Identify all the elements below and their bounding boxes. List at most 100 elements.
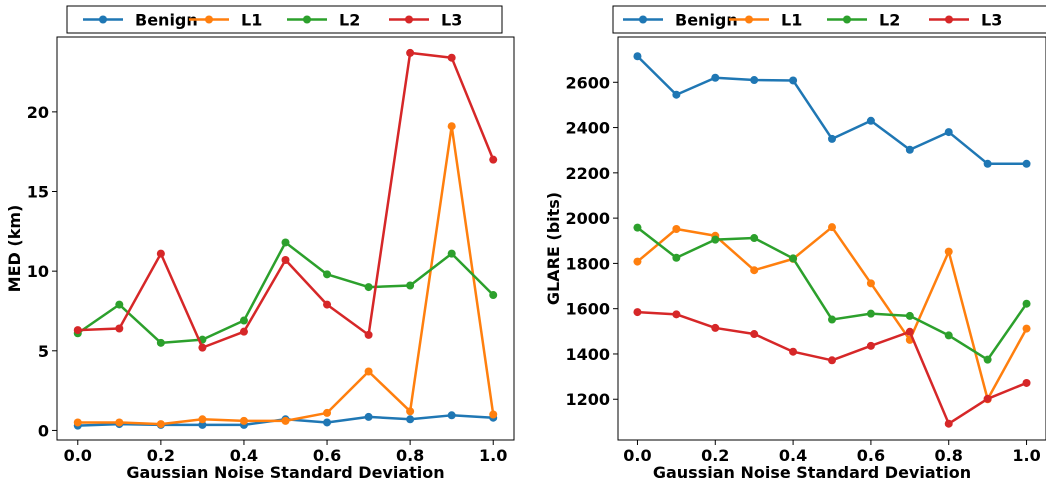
legend-box (66, 5, 503, 34)
data-point (711, 73, 720, 82)
data-point (406, 281, 415, 290)
data-point (364, 330, 373, 339)
data-point (115, 300, 124, 309)
data-point (406, 48, 415, 57)
y-tick-label: 2400 (565, 119, 610, 138)
series-line-benign (636, 55, 1027, 166)
data-point (944, 331, 953, 340)
y-tick-label: 1400 (565, 345, 610, 364)
data-point (198, 420, 207, 429)
data-point (633, 308, 642, 317)
data-point (983, 394, 992, 403)
legend-marker (405, 15, 413, 24)
data-point (633, 257, 642, 266)
data-point (789, 76, 798, 85)
plot-frame (617, 36, 1046, 441)
legend-marker (843, 15, 851, 24)
x-tick-label: 0.4 (230, 446, 258, 465)
x-tick-label: 1.0 (1012, 446, 1040, 465)
data-point (828, 134, 836, 143)
data-point (323, 408, 332, 417)
data-point (828, 223, 836, 232)
data-point (364, 367, 373, 376)
data-point (239, 416, 248, 425)
series-l3 (73, 48, 498, 352)
data-point (905, 311, 914, 320)
x-tick-label: 0.2 (147, 446, 175, 465)
data-point (750, 76, 759, 85)
data-point (198, 343, 207, 352)
data-point (281, 238, 290, 247)
series-l2 (73, 238, 498, 347)
x-tick-label: 0.0 (64, 446, 92, 465)
data-point (905, 145, 914, 154)
y-tick-label: 1200 (565, 390, 610, 409)
legend-label: Benign (135, 11, 198, 30)
data-point (828, 356, 836, 365)
data-point (73, 418, 82, 427)
y-axis-title: GLARE (bits) (544, 192, 563, 305)
data-point (633, 223, 642, 232)
legend-marker (745, 15, 753, 24)
data-point (156, 338, 165, 347)
series-l1 (73, 122, 498, 429)
data-point (633, 52, 642, 61)
data-point (239, 327, 248, 336)
data-point (115, 324, 124, 333)
data-point (364, 283, 373, 292)
data-point (281, 416, 290, 425)
x-tick-label: 0.8 (396, 446, 424, 465)
data-point (672, 310, 681, 319)
data-point (750, 234, 759, 243)
x-tick-label: 0.6 (313, 446, 341, 465)
x-tick-label: 0.6 (857, 446, 885, 465)
data-point (323, 418, 332, 427)
y-tick-label: 2600 (565, 73, 610, 92)
data-point (944, 419, 953, 428)
data-point (672, 253, 681, 262)
data-point (115, 418, 124, 427)
x-tick-label: 0.2 (701, 446, 729, 465)
legend-label: L2 (879, 11, 900, 30)
series-benign (633, 52, 1031, 168)
series-line-l1 (636, 225, 1028, 401)
series-line-l3 (77, 51, 495, 349)
legend-1: Benign L1 L2 L3 (66, 5, 503, 34)
data-point (489, 291, 498, 300)
data-point (198, 415, 207, 424)
x-tick-label: 0.0 (623, 446, 651, 465)
chart-panel-1: 0.0 0.2 0.4 0.6 0.8 1.0 0 5 10 15 20 Gaussian Noise… (5, 36, 515, 481)
data-point (1022, 159, 1031, 168)
data-point (672, 224, 681, 233)
data-point (323, 300, 332, 309)
legend-label: L1 (781, 11, 802, 30)
data-point (750, 266, 759, 275)
data-point (866, 279, 875, 288)
data-point (828, 315, 836, 324)
chart-panel-2: 0.0 0.2 0.4 0.6 0.8 1.0 1200 1400 1600 1800 2000 22… (544, 36, 1046, 481)
data-point (406, 407, 415, 416)
series-line-l2 (636, 226, 1028, 361)
data-point (323, 270, 332, 279)
y-tick-label: 15 (27, 183, 49, 202)
legend-marker (639, 15, 647, 24)
data-point (447, 411, 456, 420)
data-point (1022, 378, 1031, 387)
legend-marker (205, 15, 213, 24)
data-point (711, 235, 720, 244)
data-point (447, 249, 456, 258)
y-tick-label: 1800 (565, 254, 610, 273)
legend-label: Benign (675, 11, 738, 30)
y-tick-label: 1600 (565, 300, 610, 319)
legend-2: Benign L1 L2 L3 (612, 5, 1046, 34)
data-point (983, 355, 992, 364)
legend-label: L3 (981, 11, 1002, 30)
y-tick-label: 2000 (565, 209, 610, 228)
data-point (156, 420, 165, 429)
data-point (789, 254, 798, 263)
legend-marker (945, 15, 953, 24)
data-point (983, 159, 992, 168)
data-point (1022, 299, 1031, 308)
data-point (711, 323, 720, 332)
